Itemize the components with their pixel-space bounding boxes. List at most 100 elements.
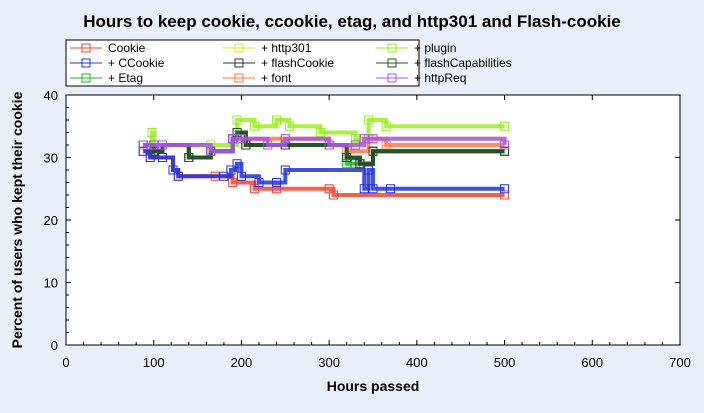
- x-tick-label: 200: [231, 355, 253, 370]
- data-point-marker: [168, 165, 178, 175]
- series-2: [138, 146, 510, 194]
- legend-label: + http301: [261, 41, 312, 55]
- data-point-marker: [280, 134, 290, 144]
- data-point-marker: [364, 115, 374, 125]
- legend-marker: [81, 73, 91, 83]
- axis-layer: 0 100 200 300 400 500 600 700 0 10 20 30 40: [44, 88, 691, 370]
- data-point-marker: [272, 184, 282, 194]
- data-point-marker: [355, 159, 365, 169]
- data-point-marker: [138, 146, 148, 156]
- x-tick-label: 300: [318, 355, 340, 370]
- data-point-marker: [250, 121, 260, 131]
- data-point-marker: [350, 140, 360, 150]
- y-tick-label: 10: [44, 276, 58, 291]
- data-point-marker: [149, 146, 159, 156]
- data-point-marker: [368, 134, 378, 144]
- legend-item: Cookie: [70, 41, 146, 55]
- legend-label: + flashCookie: [261, 56, 334, 70]
- data-point-marker: [254, 178, 264, 187]
- data-point-marker: [368, 184, 378, 194]
- legend-label: Cookie: [108, 41, 146, 55]
- y-tick-label: 30: [44, 151, 58, 166]
- data-point-marker: [381, 140, 391, 150]
- series-9: [138, 134, 510, 156]
- data-point-marker: [381, 121, 391, 131]
- data-point-marker: [324, 140, 334, 150]
- data-point-marker: [272, 178, 282, 187]
- data-point-marker: [226, 165, 236, 175]
- data-point-marker: [184, 153, 194, 162]
- data-point-marker: [228, 134, 238, 144]
- plot-area: [65, 94, 681, 346]
- data-point-marker: [219, 171, 229, 181]
- data-point-marker: [500, 184, 510, 194]
- legend-label: + flashCapabilities: [414, 56, 512, 70]
- series-line: [143, 149, 505, 191]
- legend-marker: [234, 43, 244, 53]
- data-point-marker: [206, 146, 216, 156]
- x-tick-label: 0: [62, 355, 69, 370]
- data-point-marker: [500, 121, 510, 131]
- legend-label: + plugin: [414, 41, 456, 55]
- legend-label: + CCookie: [108, 56, 165, 70]
- data-point-marker: [285, 121, 295, 131]
- data-point-marker: [386, 184, 396, 194]
- data-point-marker: [157, 140, 167, 150]
- data-point-marker: [263, 140, 273, 150]
- data-point-marker: [232, 159, 242, 169]
- data-point-marker: [364, 165, 374, 175]
- x-tick-label: 500: [494, 355, 516, 370]
- legend-marker: [387, 43, 397, 53]
- data-point-marker: [280, 165, 290, 175]
- data-point-marker: [500, 146, 510, 156]
- legend: Cookie+ CCookie+ Etag + http301+ flashCoo…: [65, 39, 512, 87]
- legend-item: + flashCapabilities: [376, 56, 512, 70]
- series-layer: [138, 115, 510, 200]
- legend-label: + font: [261, 71, 292, 85]
- data-point-marker: [342, 153, 352, 162]
- y-tick-label: 0: [51, 338, 58, 353]
- legend-item: + font: [223, 71, 292, 85]
- legend-item: + Etag: [70, 71, 143, 85]
- y-tick-label: 40: [44, 88, 58, 103]
- data-point-marker: [236, 171, 246, 181]
- data-point-marker: [359, 184, 369, 194]
- legend-marker: [387, 73, 397, 83]
- legend-item: + http301: [223, 41, 312, 55]
- y-axis-label: Percent of users who kept their cookie: [9, 91, 25, 348]
- data-point-marker: [272, 115, 282, 125]
- legend-label: + httpReq: [414, 71, 466, 85]
- legend-marker: [81, 43, 91, 53]
- legend-item: + plugin: [376, 41, 456, 55]
- x-tick-label: 400: [406, 355, 428, 370]
- data-point-marker: [138, 140, 148, 150]
- data-point-marker: [157, 153, 167, 162]
- data-point-marker: [147, 128, 157, 137]
- data-point-marker: [228, 178, 238, 187]
- legend-marker: [234, 58, 244, 68]
- data-point-marker: [342, 159, 352, 169]
- legend-item: + flashCookie: [223, 56, 334, 70]
- y-tick-label: 20: [44, 213, 58, 228]
- data-point-marker: [329, 190, 339, 200]
- data-point-marker: [500, 140, 510, 150]
- data-point-marker: [315, 128, 325, 137]
- data-point-marker: [350, 134, 360, 144]
- data-point-marker: [149, 140, 159, 150]
- x-tick-label: 600: [581, 355, 603, 370]
- x-axis-label: Hours passed: [327, 378, 420, 394]
- legend-marker: [387, 58, 397, 68]
- legend-marker: [81, 58, 91, 68]
- data-point-marker: [232, 115, 242, 125]
- data-point-marker: [500, 190, 510, 200]
- data-point-marker: [368, 146, 378, 156]
- data-point-marker: [236, 134, 246, 144]
- data-point-marker: [173, 171, 183, 181]
- chart-title: Hours to keep cookie, ccookie, etag, and…: [83, 12, 621, 31]
- legend-label: + Etag: [108, 71, 143, 85]
- legend-marker: [234, 73, 244, 83]
- data-point-marker: [359, 134, 369, 144]
- x-tick-label: 700: [669, 355, 691, 370]
